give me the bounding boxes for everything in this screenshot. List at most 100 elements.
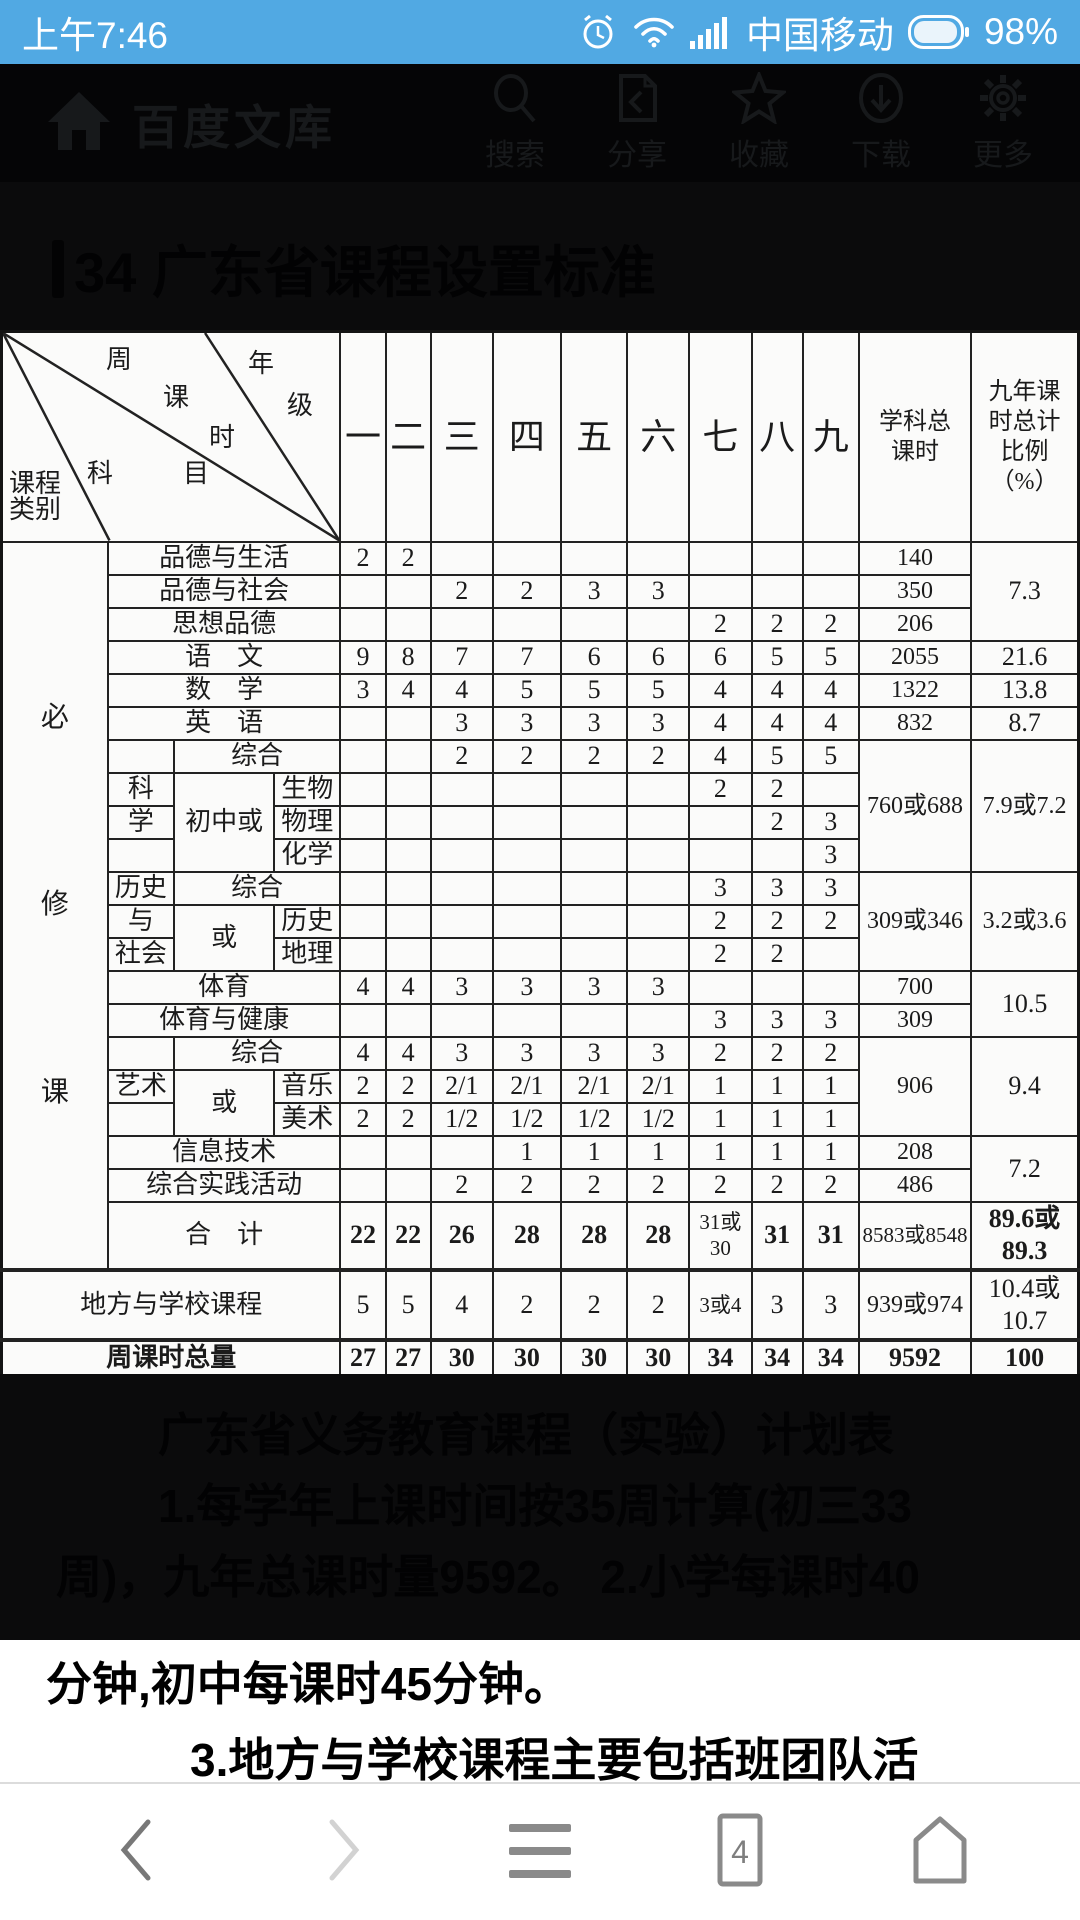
empty-cell bbox=[339, 705, 387, 741]
value-cell: 1/2 bbox=[491, 1101, 563, 1137]
search-action[interactable]: 搜索 bbox=[474, 72, 556, 174]
nav-forward-button[interactable] bbox=[300, 1812, 380, 1892]
value-cell: 2 bbox=[750, 1035, 804, 1071]
value-cell: 31或30 bbox=[688, 1200, 753, 1271]
grade-header: 三 bbox=[429, 330, 494, 543]
value-cell: 2 bbox=[750, 771, 804, 807]
status-bar-right: 中国移动 98% bbox=[578, 5, 1058, 59]
empty-cell bbox=[339, 837, 387, 873]
nav-home-button[interactable] bbox=[900, 1812, 980, 1892]
empty-cell bbox=[801, 969, 860, 1005]
subject-cell: 与 bbox=[106, 903, 175, 939]
empty-cell bbox=[429, 837, 494, 873]
subject-cell: 初中或 bbox=[172, 771, 276, 873]
corner-week-hours-label: 周 bbox=[106, 345, 133, 374]
value-cell: 2 bbox=[626, 1267, 691, 1341]
subject-cell: 地理 bbox=[273, 936, 342, 972]
value-cell: 3 bbox=[801, 870, 860, 906]
value-cell: 2 bbox=[750, 606, 804, 642]
total-hours-cell: 486 bbox=[857, 1167, 973, 1203]
value-cell: 3 bbox=[429, 969, 494, 1005]
share-action[interactable]: 分享 bbox=[596, 72, 678, 174]
home-nav-icon bbox=[908, 1814, 972, 1891]
more-label: 更多 bbox=[973, 139, 1033, 172]
value-cell: 2 bbox=[384, 1068, 432, 1104]
corner-subject-label: 科 目 bbox=[87, 459, 232, 488]
empty-cell bbox=[429, 1002, 494, 1038]
empty-cell bbox=[559, 903, 629, 939]
empty-cell bbox=[429, 870, 494, 906]
value-cell: 4 bbox=[384, 969, 432, 1005]
empty-cell bbox=[384, 837, 432, 873]
value-cell: 30 bbox=[626, 1337, 691, 1377]
total-hours-cell: 208 bbox=[857, 1134, 973, 1170]
vertical-label: 必修课 bbox=[4, 545, 106, 1265]
total-hours-cell: 309或346 bbox=[857, 870, 973, 972]
value-cell: 7 bbox=[491, 639, 563, 675]
value-cell: 4 bbox=[688, 672, 753, 708]
empty-cell bbox=[491, 936, 563, 972]
subject-cell: 数 学 bbox=[106, 672, 342, 708]
download-action[interactable]: 下载 bbox=[840, 72, 922, 174]
table-row: 综合实践活动 2 2 2 2 2 2 2 486 bbox=[2, 1167, 1079, 1203]
clock-time: 上午7:46 bbox=[22, 15, 169, 56]
percent-cell: 9.4 bbox=[970, 1035, 1080, 1137]
wifi-icon bbox=[632, 14, 676, 50]
value-cell: 2 bbox=[626, 1167, 691, 1203]
corner-grade-label: 年 bbox=[248, 349, 275, 378]
value-cell: 9 bbox=[339, 639, 387, 675]
nav-tabs-button[interactable]: 4 bbox=[700, 1812, 780, 1892]
more-action[interactable]: 更多 bbox=[962, 72, 1044, 174]
value-cell: 4 bbox=[339, 1035, 387, 1071]
empty-cell bbox=[339, 936, 387, 972]
home-icon bbox=[44, 86, 114, 161]
value-cell: 2 bbox=[384, 1101, 432, 1137]
forward-icon bbox=[308, 1814, 372, 1891]
value-cell: 1 bbox=[688, 1068, 753, 1104]
favorite-action[interactable]: 收藏 bbox=[718, 72, 800, 174]
value-cell: 3 bbox=[626, 705, 691, 741]
percent-cell: 10.4或10.7 bbox=[970, 1267, 1080, 1341]
subject-cell: 化学 bbox=[273, 837, 342, 873]
value-cell: 2 bbox=[491, 573, 563, 609]
value-cell: 5 bbox=[384, 1267, 432, 1341]
empty-cell bbox=[688, 573, 753, 609]
value-cell: 27 bbox=[339, 1337, 387, 1377]
grade-header: 七 bbox=[688, 330, 753, 543]
total-hours-cell: 206 bbox=[857, 606, 973, 642]
empty-cell bbox=[429, 771, 494, 807]
value-cell: 1 bbox=[626, 1134, 691, 1170]
subject-cell: 英 语 bbox=[106, 705, 342, 741]
value-cell: 2/1 bbox=[491, 1068, 563, 1104]
nav-back-button[interactable] bbox=[100, 1812, 180, 1892]
value-cell: 4 bbox=[429, 672, 494, 708]
empty-cell bbox=[626, 936, 691, 972]
value-cell: 6 bbox=[688, 639, 753, 675]
value-cell: 31 bbox=[801, 1200, 860, 1271]
value-cell: 4 bbox=[688, 705, 753, 741]
empty-cell bbox=[626, 870, 691, 906]
nav-menu-button[interactable] bbox=[500, 1812, 580, 1892]
app-header-left[interactable]: 百度文库 bbox=[44, 86, 336, 161]
empty-cell bbox=[384, 804, 432, 840]
empty-cell bbox=[491, 903, 563, 939]
value-cell: 3 bbox=[559, 705, 629, 741]
empty-cell bbox=[750, 969, 804, 1005]
subject-cell: 综合 bbox=[172, 870, 342, 906]
table-row: 与或历史 2 2 2 bbox=[2, 903, 1079, 972]
empty-cell bbox=[688, 804, 753, 840]
empty-cell bbox=[559, 771, 629, 807]
empty-cell bbox=[688, 969, 753, 1005]
empty-cell bbox=[626, 804, 691, 840]
total-hours-cell: 760或688 bbox=[857, 738, 973, 873]
value-cell: 28 bbox=[559, 1200, 629, 1271]
value-cell: 30 bbox=[429, 1337, 494, 1377]
empty-cell bbox=[750, 573, 804, 609]
value-cell: 2 bbox=[801, 1167, 860, 1203]
search-icon bbox=[489, 72, 541, 124]
table-page: 周课时年级科 目课程类别一二三四五六七八九学科总课时 九年课时总计比例（%）必修课… bbox=[0, 330, 1080, 1377]
empty-cell bbox=[559, 837, 629, 873]
empty-cell bbox=[384, 1167, 432, 1203]
empty-cell bbox=[384, 573, 432, 609]
percent-cell: 13.8 bbox=[970, 672, 1080, 708]
